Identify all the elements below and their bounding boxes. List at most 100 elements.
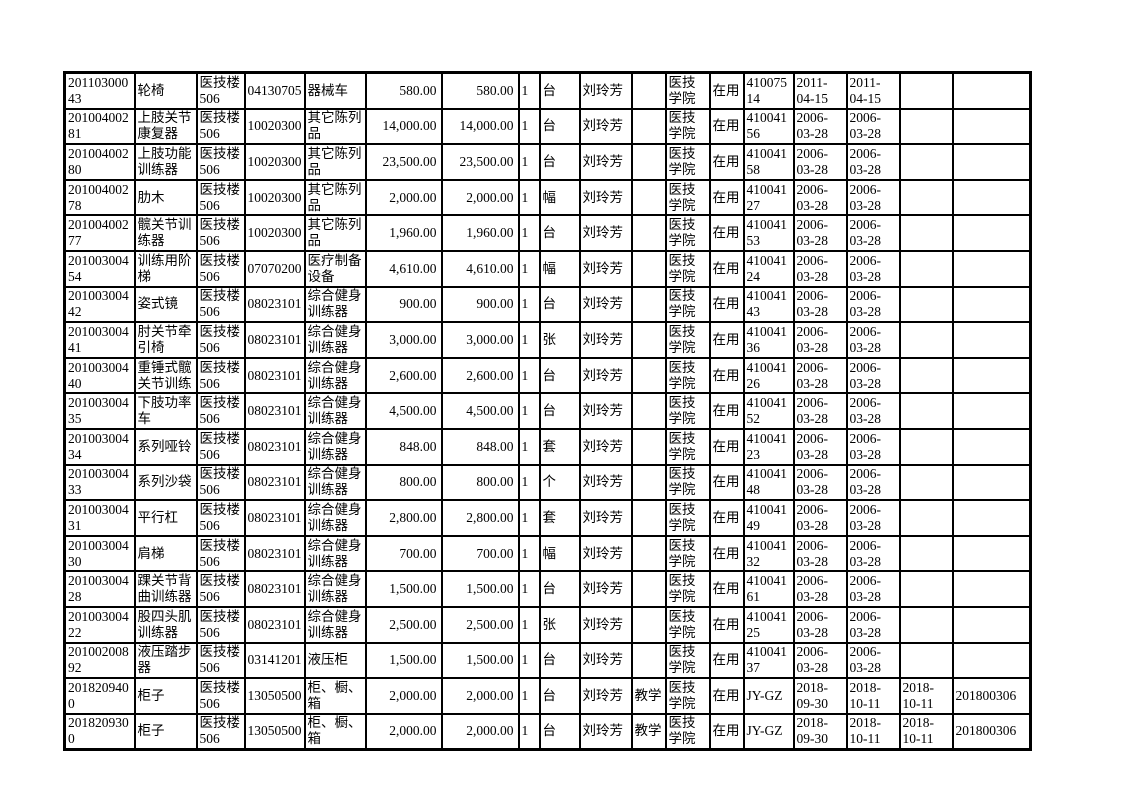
cell-category: 柜、橱、箱 xyxy=(303,712,367,751)
cell-asset_no: 41004152 xyxy=(742,392,795,430)
cell-use xyxy=(630,641,667,680)
cell-doc_no xyxy=(951,570,1032,608)
cell-date1: 2006-03-28 xyxy=(792,534,848,573)
cell-price: 2,000.00 xyxy=(364,677,443,715)
cell-asset_no: 41004124 xyxy=(742,249,795,288)
cell-asset_no: 41004156 xyxy=(742,107,795,146)
cell-name: 肩梯 xyxy=(133,534,198,573)
cell-use xyxy=(630,570,667,608)
cell-unit: 台 xyxy=(538,712,581,751)
table-row: 2018209300 柜子 医技楼506 13050500 柜、橱、箱 2,000.00 2… xyxy=(63,712,1032,751)
cell-qty: 1 xyxy=(517,605,541,644)
cell-amount: 1,500.00 xyxy=(440,641,520,680)
cell-id: 2018209300 xyxy=(63,712,136,751)
cell-category: 其它陈列品 xyxy=(303,214,367,252)
cell-unit: 台 xyxy=(538,107,581,146)
cell-asset_no: JY-GZ xyxy=(742,677,795,715)
cell-date3 xyxy=(898,143,954,181)
cell-person: 刘玲芳 xyxy=(578,463,633,502)
cell-date2: 2006-03-28 xyxy=(845,605,901,644)
cell-status: 在用 xyxy=(708,677,745,715)
cell-asset_no: 41007514 xyxy=(742,71,795,110)
cell-use xyxy=(630,499,667,537)
cell-amount: 2,000.00 xyxy=(440,712,520,751)
cell-date2: 2006-03-28 xyxy=(845,143,901,181)
cell-location: 医技楼506 xyxy=(195,392,246,430)
table-row: 20100300428 踝关节背曲训练器 医技楼506 08023101 综合健身训练器… xyxy=(63,570,1032,608)
cell-date2: 2018-10-11 xyxy=(845,712,901,751)
cell-name: 训练用阶梯 xyxy=(133,249,198,288)
cell-qty: 1 xyxy=(517,427,541,466)
cell-dept: 医技学院 xyxy=(664,427,711,466)
cell-date3 xyxy=(898,71,954,110)
cell-status: 在用 xyxy=(708,534,745,573)
cell-unit: 台 xyxy=(538,143,581,181)
cell-location: 医技楼506 xyxy=(195,178,246,217)
cell-location: 医技楼506 xyxy=(195,143,246,181)
cell-date1: 2006-03-28 xyxy=(792,641,848,680)
cell-amount: 2,000.00 xyxy=(440,178,520,217)
cell-name: 下肢功率车 xyxy=(133,392,198,430)
cell-date1: 2006-03-28 xyxy=(792,214,848,252)
cell-dept: 医技学院 xyxy=(664,285,711,324)
cell-location: 医技楼506 xyxy=(195,107,246,146)
cell-name: 上肢关节康复器 xyxy=(133,107,198,146)
cell-dept: 医技学院 xyxy=(664,178,711,217)
cell-status: 在用 xyxy=(708,107,745,146)
table-row: 20100400277 髋关节训练器 医技楼506 10020300 其它陈列品 1,96… xyxy=(63,214,1032,252)
cell-status: 在用 xyxy=(708,356,745,395)
cell-status: 在用 xyxy=(708,178,745,217)
cell-id: 20100300422 xyxy=(63,605,136,644)
cell-status: 在用 xyxy=(708,249,745,288)
cell-price: 4,610.00 xyxy=(364,249,443,288)
cell-doc_no xyxy=(951,285,1032,324)
cell-code: 08023101 xyxy=(243,392,306,430)
cell-price: 2,500.00 xyxy=(364,605,443,644)
cell-name: 液压踏步器 xyxy=(133,641,198,680)
cell-unit: 台 xyxy=(538,392,581,430)
cell-qty: 1 xyxy=(517,285,541,324)
cell-asset_no: 41004153 xyxy=(742,214,795,252)
cell-location: 医技楼506 xyxy=(195,677,246,715)
cell-location: 医技楼506 xyxy=(195,214,246,252)
cell-date1: 2018-09-30 xyxy=(792,712,848,751)
cell-asset_no: 41004161 xyxy=(742,570,795,608)
cell-unit: 台 xyxy=(538,641,581,680)
cell-date3 xyxy=(898,463,954,502)
cell-doc_no xyxy=(951,534,1032,573)
table-row: 2018209400 柜子 医技楼506 13050500 柜、橱、箱 2,000.00 2… xyxy=(63,677,1032,715)
table-row: 20100300454 训练用阶梯 医技楼506 07070200 医疗制备设备 4,61… xyxy=(63,249,1032,288)
cell-name: 股四头肌训练器 xyxy=(133,605,198,644)
cell-date2: 2006-03-28 xyxy=(845,534,901,573)
cell-amount: 2,800.00 xyxy=(440,499,520,537)
cell-category: 综合健身训练器 xyxy=(303,605,367,644)
cell-qty: 1 xyxy=(517,712,541,751)
cell-dept: 医技学院 xyxy=(664,392,711,430)
cell-person: 刘玲芳 xyxy=(578,605,633,644)
cell-amount: 2,600.00 xyxy=(440,356,520,395)
table-row: 20100300442 姿式镜 医技楼506 08023101 综合健身训练器 900.0… xyxy=(63,285,1032,324)
cell-id: 20100300454 xyxy=(63,249,136,288)
cell-amount: 580.00 xyxy=(440,71,520,110)
cell-unit: 台 xyxy=(538,214,581,252)
cell-use xyxy=(630,321,667,359)
cell-use xyxy=(630,249,667,288)
cell-date1: 2006-03-28 xyxy=(792,570,848,608)
table-body: 20110300043 轮椅 医技楼506 04130705 器械车 580.00 580.… xyxy=(63,71,1032,751)
cell-doc_no xyxy=(951,214,1032,252)
cell-id: 20100300430 xyxy=(63,534,136,573)
cell-name: 轮椅 xyxy=(133,71,198,110)
cell-location: 医技楼506 xyxy=(195,249,246,288)
cell-doc_no xyxy=(951,463,1032,502)
cell-doc_no xyxy=(951,641,1032,680)
cell-person: 刘玲芳 xyxy=(578,677,633,715)
cell-amount: 14,000.00 xyxy=(440,107,520,146)
cell-unit: 台 xyxy=(538,677,581,715)
cell-use: 教学 xyxy=(630,677,667,715)
cell-date3 xyxy=(898,214,954,252)
cell-price: 14,000.00 xyxy=(364,107,443,146)
cell-use xyxy=(630,107,667,146)
cell-date3 xyxy=(898,249,954,288)
cell-code: 10020300 xyxy=(243,107,306,146)
cell-amount: 1,960.00 xyxy=(440,214,520,252)
